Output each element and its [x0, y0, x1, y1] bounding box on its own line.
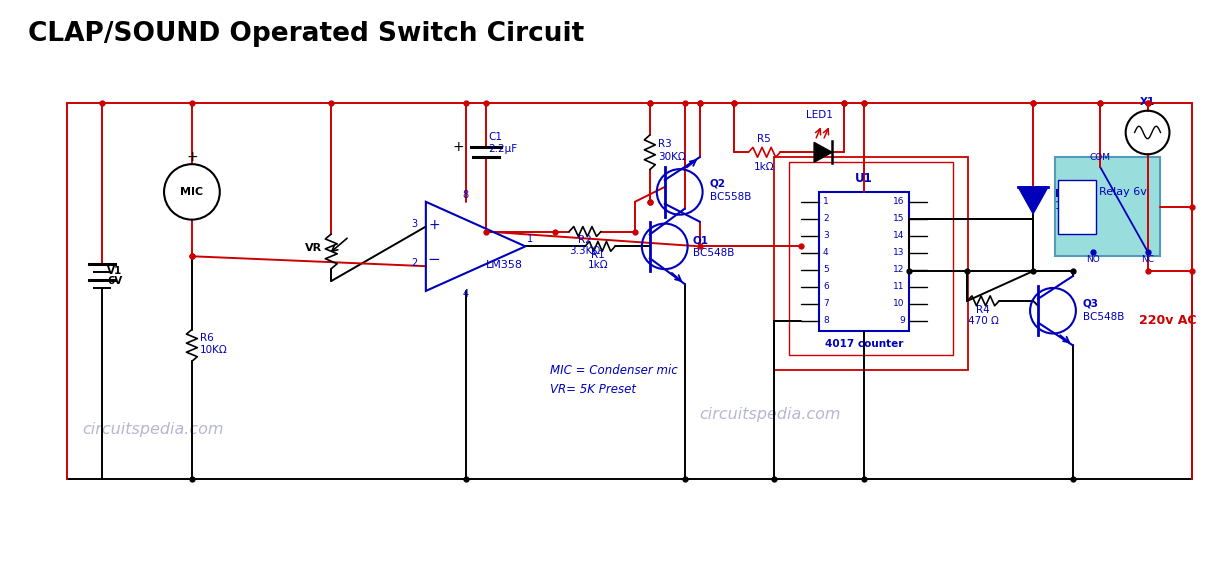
Polygon shape: [815, 143, 832, 162]
Text: U1: U1: [855, 172, 872, 185]
Text: 1kΩ: 1kΩ: [588, 260, 609, 270]
Text: NO: NO: [1087, 255, 1100, 264]
Text: 4017 counter: 4017 counter: [824, 340, 903, 349]
Text: 8: 8: [463, 190, 469, 200]
Text: +: +: [428, 217, 440, 231]
Text: D1: D1: [1055, 189, 1071, 199]
Text: 30KΩ: 30KΩ: [658, 152, 686, 162]
Text: 220v AC: 220v AC: [1139, 314, 1197, 327]
Text: 3.3KΩ: 3.3KΩ: [570, 246, 600, 256]
Text: +: +: [186, 150, 197, 164]
Text: R4: R4: [976, 305, 990, 315]
Text: +: +: [452, 140, 464, 155]
Text: Q3: Q3: [1083, 299, 1099, 309]
Text: R1: R1: [592, 250, 605, 260]
Polygon shape: [1018, 187, 1049, 214]
Text: 3: 3: [412, 218, 418, 229]
Text: 11: 11: [893, 282, 905, 291]
Text: 2.2μF: 2.2μF: [489, 144, 518, 155]
Text: C1: C1: [489, 132, 502, 143]
Text: 13: 13: [893, 248, 905, 257]
Text: 3: 3: [823, 231, 829, 240]
Text: 1: 1: [528, 234, 534, 245]
Text: R3: R3: [658, 139, 671, 149]
Text: R2: R2: [578, 235, 592, 246]
Text: VR: VR: [305, 243, 322, 254]
Text: 6V: 6V: [108, 276, 123, 286]
Text: 4: 4: [823, 248, 828, 257]
Text: 16: 16: [893, 198, 905, 206]
Text: 10KΩ: 10KΩ: [200, 345, 228, 355]
Text: 470 Ω: 470 Ω: [968, 316, 998, 325]
Text: LED1: LED1: [806, 110, 833, 119]
FancyBboxPatch shape: [820, 192, 909, 331]
Text: BC548B: BC548B: [692, 248, 734, 258]
Text: R6: R6: [200, 333, 213, 344]
Text: 7: 7: [823, 299, 829, 308]
Text: 9: 9: [899, 316, 905, 325]
Text: 1: 1: [823, 198, 829, 206]
Text: MIC: MIC: [180, 187, 203, 197]
Text: 5: 5: [823, 265, 829, 274]
Text: X1: X1: [1140, 97, 1155, 107]
Text: 15: 15: [893, 215, 905, 223]
Text: 10: 10: [893, 299, 905, 308]
Text: LM358: LM358: [485, 260, 523, 270]
Text: −: −: [428, 252, 440, 267]
Text: Relay 6v: Relay 6v: [1099, 187, 1147, 197]
Text: 1kΩ: 1kΩ: [755, 162, 774, 172]
Text: 2: 2: [823, 215, 828, 223]
Text: CLAP/SOUND Operated Switch Circuit: CLAP/SOUND Operated Switch Circuit: [28, 20, 584, 46]
Text: COM: COM: [1090, 153, 1111, 162]
Text: 14: 14: [893, 231, 905, 240]
Text: circuitspedia.com: circuitspedia.com: [82, 422, 224, 437]
Text: BC558B: BC558B: [709, 192, 751, 202]
Text: V1: V1: [108, 266, 123, 276]
Text: Q2: Q2: [709, 179, 725, 189]
Text: BC548B: BC548B: [1083, 312, 1125, 321]
Text: 8: 8: [823, 316, 829, 325]
FancyBboxPatch shape: [1056, 157, 1160, 256]
Text: 4: 4: [463, 289, 469, 299]
Text: 12: 12: [893, 265, 905, 274]
Text: Q1: Q1: [692, 235, 708, 246]
Text: 2: 2: [412, 258, 418, 268]
Text: R5: R5: [757, 134, 772, 144]
Text: NC: NC: [1142, 255, 1154, 264]
Text: 1N4007: 1N4007: [1055, 201, 1095, 211]
Text: MIC = Condenser mic: MIC = Condenser mic: [550, 363, 677, 376]
Text: 6: 6: [823, 282, 829, 291]
Text: circuitspedia.com: circuitspedia.com: [699, 407, 842, 422]
FancyBboxPatch shape: [1058, 180, 1096, 234]
Text: VR= 5K Preset: VR= 5K Preset: [550, 383, 636, 396]
